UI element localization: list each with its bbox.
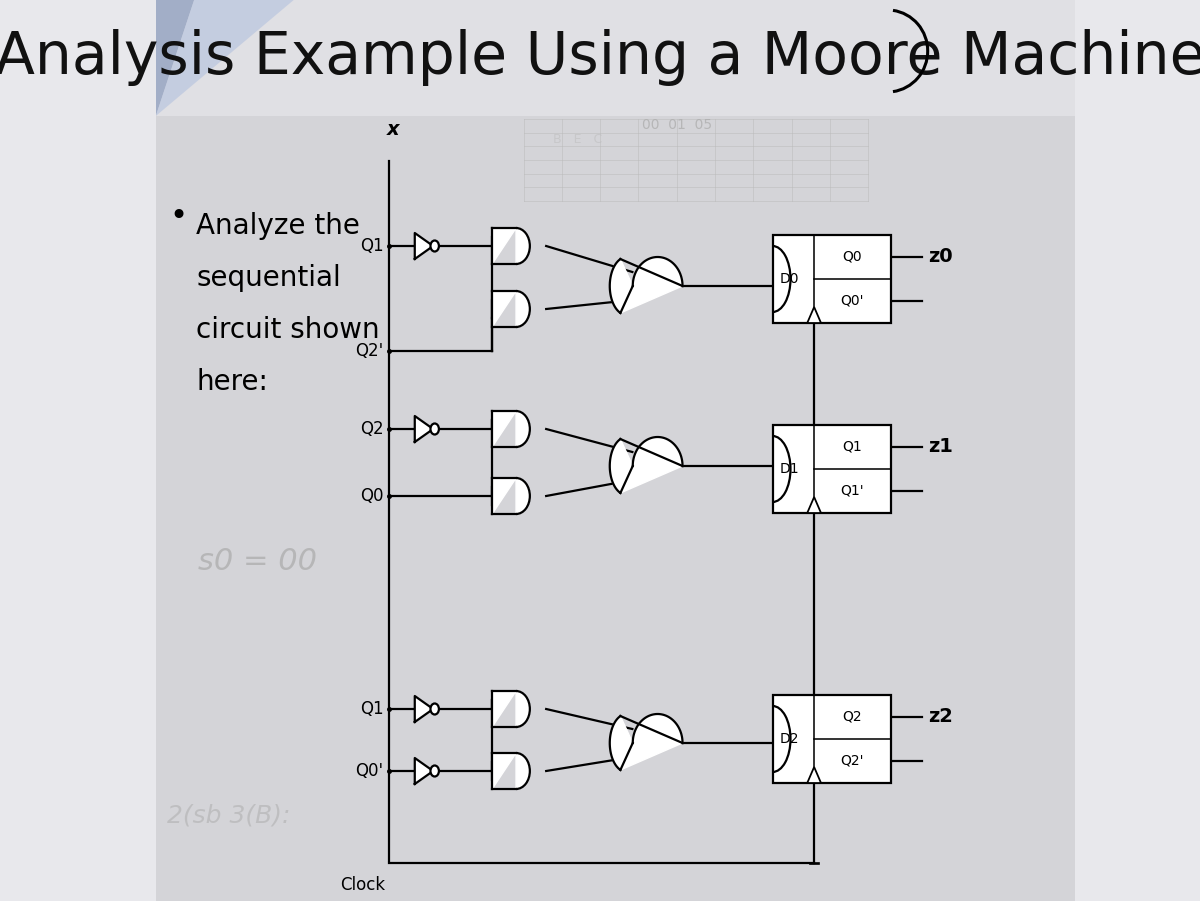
Text: D2: D2 bbox=[780, 732, 799, 746]
Circle shape bbox=[431, 704, 439, 714]
Text: Q1': Q1' bbox=[840, 484, 864, 498]
Text: D0: D0 bbox=[780, 272, 799, 286]
Polygon shape bbox=[156, 0, 194, 116]
Polygon shape bbox=[610, 437, 683, 493]
Text: •: • bbox=[169, 202, 187, 231]
Text: D1: D1 bbox=[779, 462, 799, 476]
Bar bbox=[773, 235, 892, 323]
Circle shape bbox=[431, 423, 439, 434]
Text: Clock: Clock bbox=[341, 876, 385, 894]
Polygon shape bbox=[492, 411, 530, 447]
Bar bbox=[156, 116, 1075, 901]
Circle shape bbox=[431, 241, 439, 251]
Text: Q2: Q2 bbox=[842, 710, 862, 724]
Text: Q0': Q0' bbox=[355, 762, 383, 780]
Text: Q1: Q1 bbox=[360, 237, 383, 255]
Text: Analysis Example Using a Moore Machine: Analysis Example Using a Moore Machine bbox=[0, 30, 1200, 86]
Polygon shape bbox=[808, 497, 821, 513]
Text: s0 = 00: s0 = 00 bbox=[198, 547, 317, 576]
Text: Analyze the: Analyze the bbox=[197, 212, 360, 240]
Text: z0: z0 bbox=[928, 248, 953, 267]
Polygon shape bbox=[415, 416, 433, 442]
Polygon shape bbox=[415, 233, 433, 259]
Text: Q2': Q2' bbox=[355, 342, 383, 360]
Text: sequential: sequential bbox=[197, 264, 341, 292]
Circle shape bbox=[431, 766, 439, 777]
Polygon shape bbox=[808, 307, 821, 323]
Polygon shape bbox=[492, 228, 530, 264]
Text: B   E   C: B E C bbox=[552, 133, 602, 146]
Polygon shape bbox=[492, 691, 530, 727]
Polygon shape bbox=[610, 257, 683, 313]
Text: Q0: Q0 bbox=[360, 487, 383, 505]
Bar bbox=[773, 425, 892, 513]
Bar bbox=[156, 0, 1075, 116]
Bar bbox=[773, 695, 892, 783]
Text: Q2': Q2' bbox=[840, 754, 864, 768]
Text: here:: here: bbox=[197, 368, 269, 396]
Text: z1: z1 bbox=[928, 438, 953, 457]
Polygon shape bbox=[156, 0, 294, 116]
Text: 00  01  05: 00 01 05 bbox=[642, 118, 712, 132]
Text: x: x bbox=[388, 120, 400, 139]
Text: Q0: Q0 bbox=[842, 250, 862, 264]
Polygon shape bbox=[415, 758, 433, 784]
Polygon shape bbox=[415, 696, 433, 722]
Text: Q1: Q1 bbox=[842, 440, 862, 454]
Polygon shape bbox=[492, 291, 530, 327]
Text: z2: z2 bbox=[928, 707, 953, 726]
Polygon shape bbox=[610, 714, 683, 770]
Polygon shape bbox=[808, 767, 821, 783]
Polygon shape bbox=[492, 753, 530, 789]
Text: circuit shown: circuit shown bbox=[197, 316, 380, 344]
Text: Q0': Q0' bbox=[840, 294, 864, 308]
Text: Q1: Q1 bbox=[360, 700, 383, 718]
Polygon shape bbox=[492, 478, 530, 514]
Text: Q2: Q2 bbox=[360, 420, 383, 438]
Text: 2(sb 3(B):: 2(sb 3(B): bbox=[167, 804, 290, 828]
